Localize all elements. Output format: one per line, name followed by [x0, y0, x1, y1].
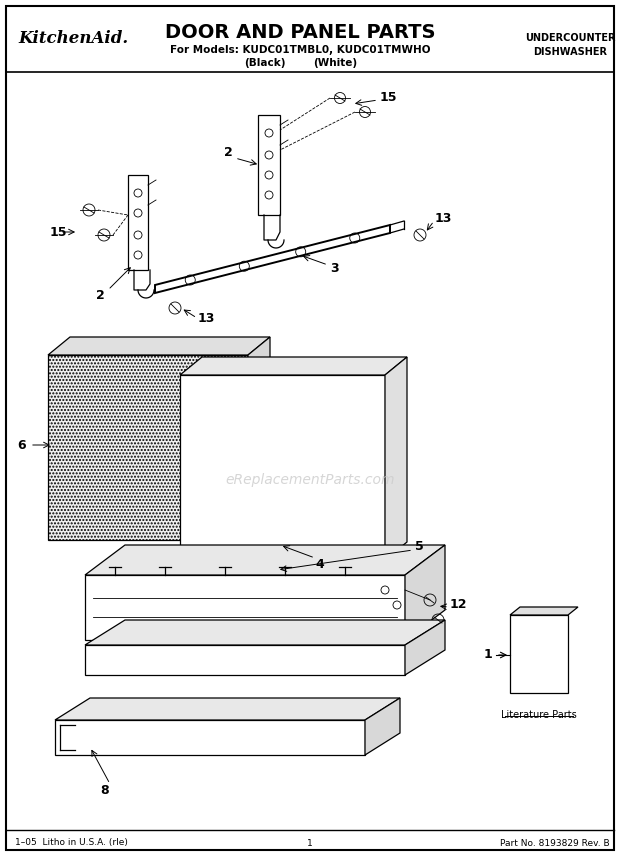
Text: 2: 2	[224, 146, 232, 158]
Text: KitchenAid.: KitchenAid.	[18, 29, 128, 46]
Text: 5: 5	[415, 540, 423, 554]
Text: 12: 12	[450, 598, 467, 611]
Text: DISHWASHER: DISHWASHER	[533, 47, 607, 57]
Polygon shape	[128, 175, 148, 270]
Text: 4: 4	[316, 558, 324, 572]
Text: 13: 13	[435, 211, 453, 224]
Text: 8: 8	[100, 783, 109, 796]
Bar	[48, 355, 248, 540]
Polygon shape	[365, 698, 400, 755]
Polygon shape	[85, 545, 445, 575]
Polygon shape	[405, 545, 445, 640]
Text: For Models: KUDC01TMBL0, KUDC01TMWHO: For Models: KUDC01TMBL0, KUDC01TMWHO	[170, 45, 430, 55]
Polygon shape	[85, 645, 405, 675]
Polygon shape	[405, 620, 445, 675]
Text: 13: 13	[198, 312, 215, 324]
Text: 6: 6	[18, 438, 26, 451]
Polygon shape	[85, 620, 445, 645]
Text: (White): (White)	[313, 58, 357, 68]
Polygon shape	[55, 720, 365, 755]
Polygon shape	[180, 357, 407, 375]
Text: 15: 15	[380, 91, 397, 104]
Polygon shape	[385, 357, 407, 560]
Polygon shape	[55, 698, 400, 720]
Text: 1: 1	[484, 649, 492, 662]
Text: Literature Parts: Literature Parts	[501, 710, 577, 720]
Polygon shape	[510, 607, 578, 615]
Polygon shape	[155, 225, 390, 293]
Text: (Black): (Black)	[244, 58, 286, 68]
Text: UNDERCOUNTER: UNDERCOUNTER	[525, 33, 615, 43]
Text: 3: 3	[330, 261, 339, 275]
Polygon shape	[48, 337, 270, 355]
Text: Part No. 8193829 Rev. B: Part No. 8193829 Rev. B	[500, 839, 610, 847]
Text: 1–05  Litho in U.S.A. (rle): 1–05 Litho in U.S.A. (rle)	[15, 839, 128, 847]
Text: DOOR AND PANEL PARTS: DOOR AND PANEL PARTS	[165, 22, 435, 41]
Text: 1: 1	[307, 839, 313, 847]
Text: 15: 15	[50, 225, 68, 239]
Polygon shape	[248, 337, 270, 540]
Text: eReplacementParts.com: eReplacementParts.com	[225, 473, 395, 487]
Bar	[180, 375, 385, 560]
Polygon shape	[258, 115, 280, 215]
Polygon shape	[85, 575, 405, 640]
Polygon shape	[510, 615, 568, 693]
Text: 2: 2	[95, 288, 104, 301]
